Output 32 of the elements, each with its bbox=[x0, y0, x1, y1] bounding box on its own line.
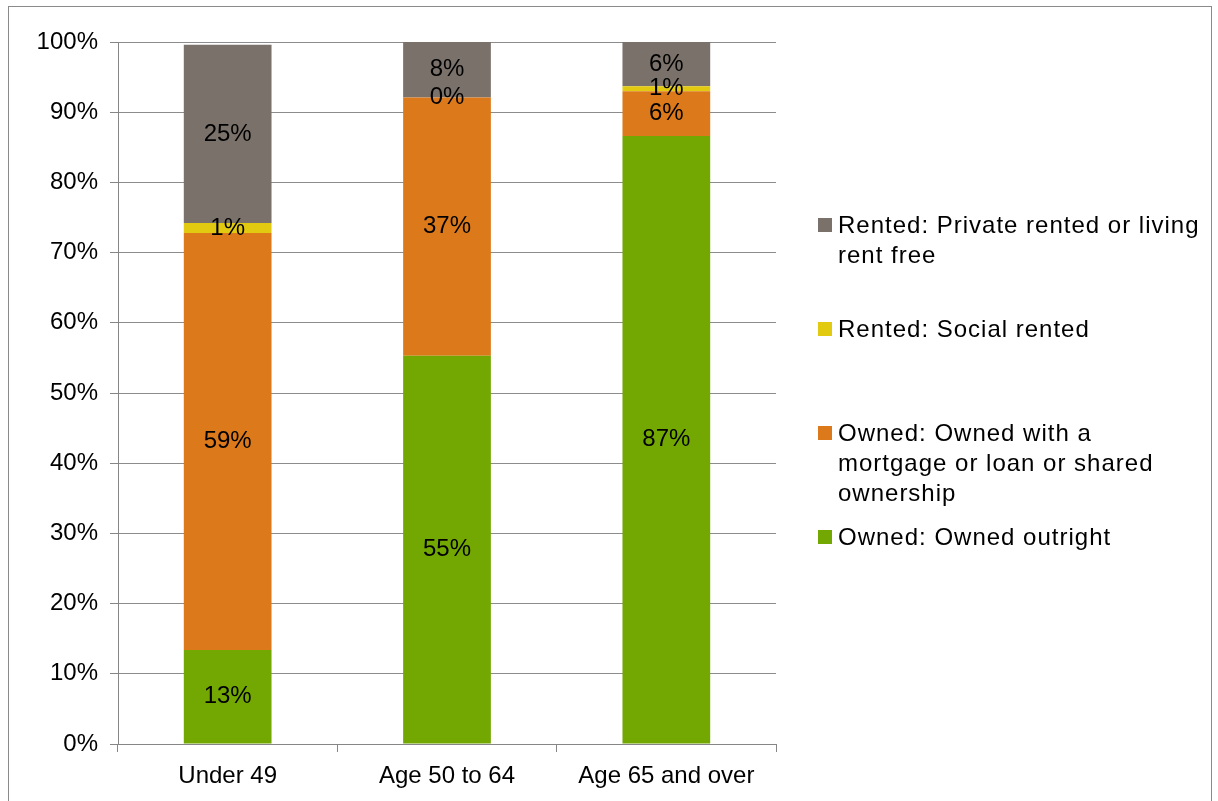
bar bbox=[622, 136, 711, 744]
bar bbox=[183, 649, 272, 744]
y-tick-label: 20% bbox=[49, 588, 98, 616]
data-label: 6% bbox=[648, 98, 684, 126]
data-label: 1% bbox=[210, 212, 246, 240]
y-tick-label: 70% bbox=[49, 237, 98, 265]
data-label: 25% bbox=[203, 118, 252, 146]
legend-label: Rented: Social rented bbox=[838, 314, 1091, 344]
y-tick-label: 60% bbox=[49, 307, 98, 335]
data-label: 87% bbox=[642, 424, 691, 452]
y-tick-label: 40% bbox=[49, 447, 98, 475]
data-label: 37% bbox=[422, 211, 472, 239]
legend-label: Owned: Owned outright bbox=[838, 522, 1113, 552]
x-tick-label: Age 50 to 64 bbox=[378, 761, 516, 789]
data-label: 55% bbox=[422, 534, 472, 562]
legend-label: Owned: Owned with a mortgage or loan or shared ownership bbox=[838, 418, 1155, 508]
data-label: 6% bbox=[648, 48, 684, 76]
x-tick-label: Age 65 and over bbox=[578, 761, 755, 789]
data-label: 13% bbox=[203, 681, 252, 709]
y-tick-label: 0% bbox=[63, 728, 98, 756]
y-tick-label: 100% bbox=[36, 26, 98, 54]
y-tick-label: 30% bbox=[49, 518, 98, 546]
x-tick-label: Under 49 bbox=[178, 761, 278, 789]
bar bbox=[403, 355, 491, 744]
y-tick-label: 90% bbox=[49, 96, 98, 124]
data-label: 1% bbox=[648, 73, 684, 101]
data-label: 59% bbox=[203, 426, 252, 454]
y-tick-label: 50% bbox=[49, 377, 98, 405]
legend-label: Rented: Private rented or living rent free bbox=[838, 210, 1201, 270]
data-label: 8% bbox=[429, 54, 465, 82]
y-tick-label: 10% bbox=[49, 658, 98, 686]
y-tick-label: 80% bbox=[49, 167, 98, 195]
